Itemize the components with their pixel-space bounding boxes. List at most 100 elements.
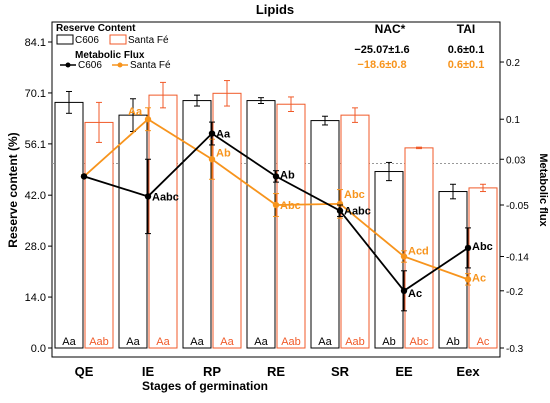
flux-label-0-4: Aabc (344, 206, 371, 218)
bar-0-2 (182, 100, 212, 349)
bar-1-2 (212, 92, 242, 349)
y2-axis-label: Metabolic flux (537, 153, 549, 227)
flux-label-1-1: Aa (128, 106, 143, 118)
bar-0-3 (246, 100, 276, 349)
x-tick-label-0: QE (75, 364, 94, 379)
x-tick-label-3: RE (267, 364, 285, 379)
bar-label-1-0: Aab (89, 336, 109, 348)
chart-title: Lipids (256, 2, 294, 17)
bar-1-3 (276, 103, 306, 349)
bar-label-1-3: Aab (281, 336, 301, 348)
flux-point-0-5 (400, 287, 408, 295)
y-tick-label-2: 28.0 (25, 241, 46, 253)
bar-label-1-4: Aab (345, 336, 365, 348)
x-tick-label-4: SR (331, 364, 350, 379)
flux-point-0-0 (80, 173, 88, 180)
flux-label-1-4: Abc (344, 189, 365, 201)
legend-flux-label-santafe: Santa Fé (130, 60, 171, 71)
bar-label-0-6: Ab (446, 336, 459, 348)
legend-label-c606: C606 (75, 35, 99, 46)
y2-tick-label-4: 0.03 (506, 155, 526, 166)
bar-1-4 (340, 114, 370, 349)
flux-point-1-2 (208, 156, 216, 163)
stats-nac-c606: −25.07±1.6 (354, 44, 409, 56)
y2-tick-label-5: 0.1 (506, 115, 520, 126)
bar-label-0-3: Aa (254, 336, 268, 348)
flux-point-0-1 (144, 193, 152, 200)
legend-reserve: Reserve Content C606 Santa Fé (56, 23, 169, 46)
y2-tick-label-1: -0.2 (506, 287, 524, 298)
y2-tick-label-3: -0.05 (506, 201, 529, 212)
bar-0-4 (310, 120, 340, 349)
flux-label-1-6: Ac (472, 272, 486, 284)
flux-point-1-6 (464, 276, 472, 283)
y-tick-label-5: 70.1 (25, 88, 46, 100)
flux-label-0-3: Ab (280, 169, 295, 181)
legend-dot-c606 (65, 62, 71, 68)
bar-label-0-1: Aa (126, 336, 140, 348)
x-axis-label: Stages of germination (142, 379, 268, 393)
stats-tai-santafe: 0.6±0.1 (448, 59, 485, 71)
bar-1-0 (84, 121, 114, 349)
y-tick-label-6: 84.1 (25, 37, 46, 49)
flux-point-1-3 (272, 201, 280, 209)
x-tick-label-1: IE (142, 364, 155, 379)
y-tick-label-3: 42.0 (25, 190, 46, 202)
flux-label-0-6: Abc (472, 241, 493, 253)
stats-table: NAC* TAI −25.07±1.6 0.6±0.1 −18.6±0.8 0.… (354, 22, 484, 71)
bar-label-0-0: Aa (62, 336, 76, 348)
bar-label-0-4: Aa (318, 336, 332, 348)
y2-tick-label-2: -0.14 (506, 252, 529, 263)
flux-line-group: Aa Ab Abc Abc Acd Ac Aabc Aa Ab Aabc Ac Abc (80, 106, 493, 312)
x-tick-label-2: RP (203, 364, 221, 379)
bar-group: Aa Aa Aa Aa Aa Ab Ab Aab Aa Aa Aab Aab Abc Ac (54, 80, 498, 349)
bar-0-0 (54, 101, 84, 349)
y-tick-label-4: 56.1 (25, 139, 46, 151)
plot-frame (51, 21, 501, 358)
stats-header-nac: NAC* (375, 22, 406, 36)
bar-label-1-1: Aa (156, 336, 170, 348)
flux-point-0-3 (272, 173, 280, 180)
bar-1-6 (468, 187, 498, 349)
flux-point-1-5 (400, 253, 408, 260)
y-tick-label-1: 14.0 (25, 292, 46, 304)
bar-label-1-5: Abc (410, 336, 429, 348)
flux-label-1-5: Acd (408, 245, 429, 257)
legend-swatch-c606 (56, 34, 74, 45)
flux-point-1-1 (144, 116, 152, 123)
y-axis-label: Reserve content (%) (6, 132, 20, 247)
legend-flux-title: Metabolic Flux (75, 50, 145, 61)
stats-nac-santafe: −18.6±0.8 (357, 59, 406, 71)
y-axis-left: 0.0 14.0 28.0 42.0 56.1 70.1 84.1 (25, 37, 52, 355)
bar-label-1-2: Aa (220, 336, 234, 348)
legend-flux-label-c606: C606 (78, 60, 102, 71)
bar-0-1 (118, 114, 148, 349)
bar-1-5 (404, 147, 434, 349)
y2-tick-label-6: 0.2 (506, 58, 520, 69)
flux-label-1-2: Ab (216, 147, 231, 159)
flux-point-0-6 (464, 244, 472, 252)
legend-flux: Metabolic Flux C606 Santa Fé (60, 50, 171, 71)
y-tick-label-0: 0.0 (31, 343, 46, 355)
legend-label-santafe: Santa Fé (128, 35, 169, 46)
bar-label-1-6: Ac (477, 336, 490, 348)
legend-dot-santafe (117, 62, 123, 68)
flux-point-0-2 (208, 130, 216, 137)
x-tick-label-6: Eex (456, 364, 480, 379)
flux-label-0-2: Aa (216, 129, 231, 141)
flux-label-0-1: Aabc (152, 191, 179, 203)
bar-1-1 (148, 94, 178, 349)
stats-tai-c606: 0.6±0.1 (448, 44, 485, 56)
legend-reserve-title: Reserve Content (56, 23, 136, 34)
x-axis: QE IE RP RE SR EE Eex (75, 364, 481, 379)
bar-label-0-2: Aa (190, 336, 204, 348)
x-tick-label-5: EE (395, 364, 413, 379)
flux-label-1-3: Abc (280, 200, 301, 212)
flux-point-0-4 (336, 207, 344, 214)
y-axis-right: -0.3 -0.2 -0.14 -0.05 0.03 0.1 0.2 (500, 58, 529, 355)
legend-swatch-santafe (109, 34, 127, 45)
stats-header-tai: TAI (457, 22, 475, 36)
flux-label-0-5: Ac (408, 288, 422, 300)
y2-tick-label-0: -0.3 (506, 344, 524, 355)
